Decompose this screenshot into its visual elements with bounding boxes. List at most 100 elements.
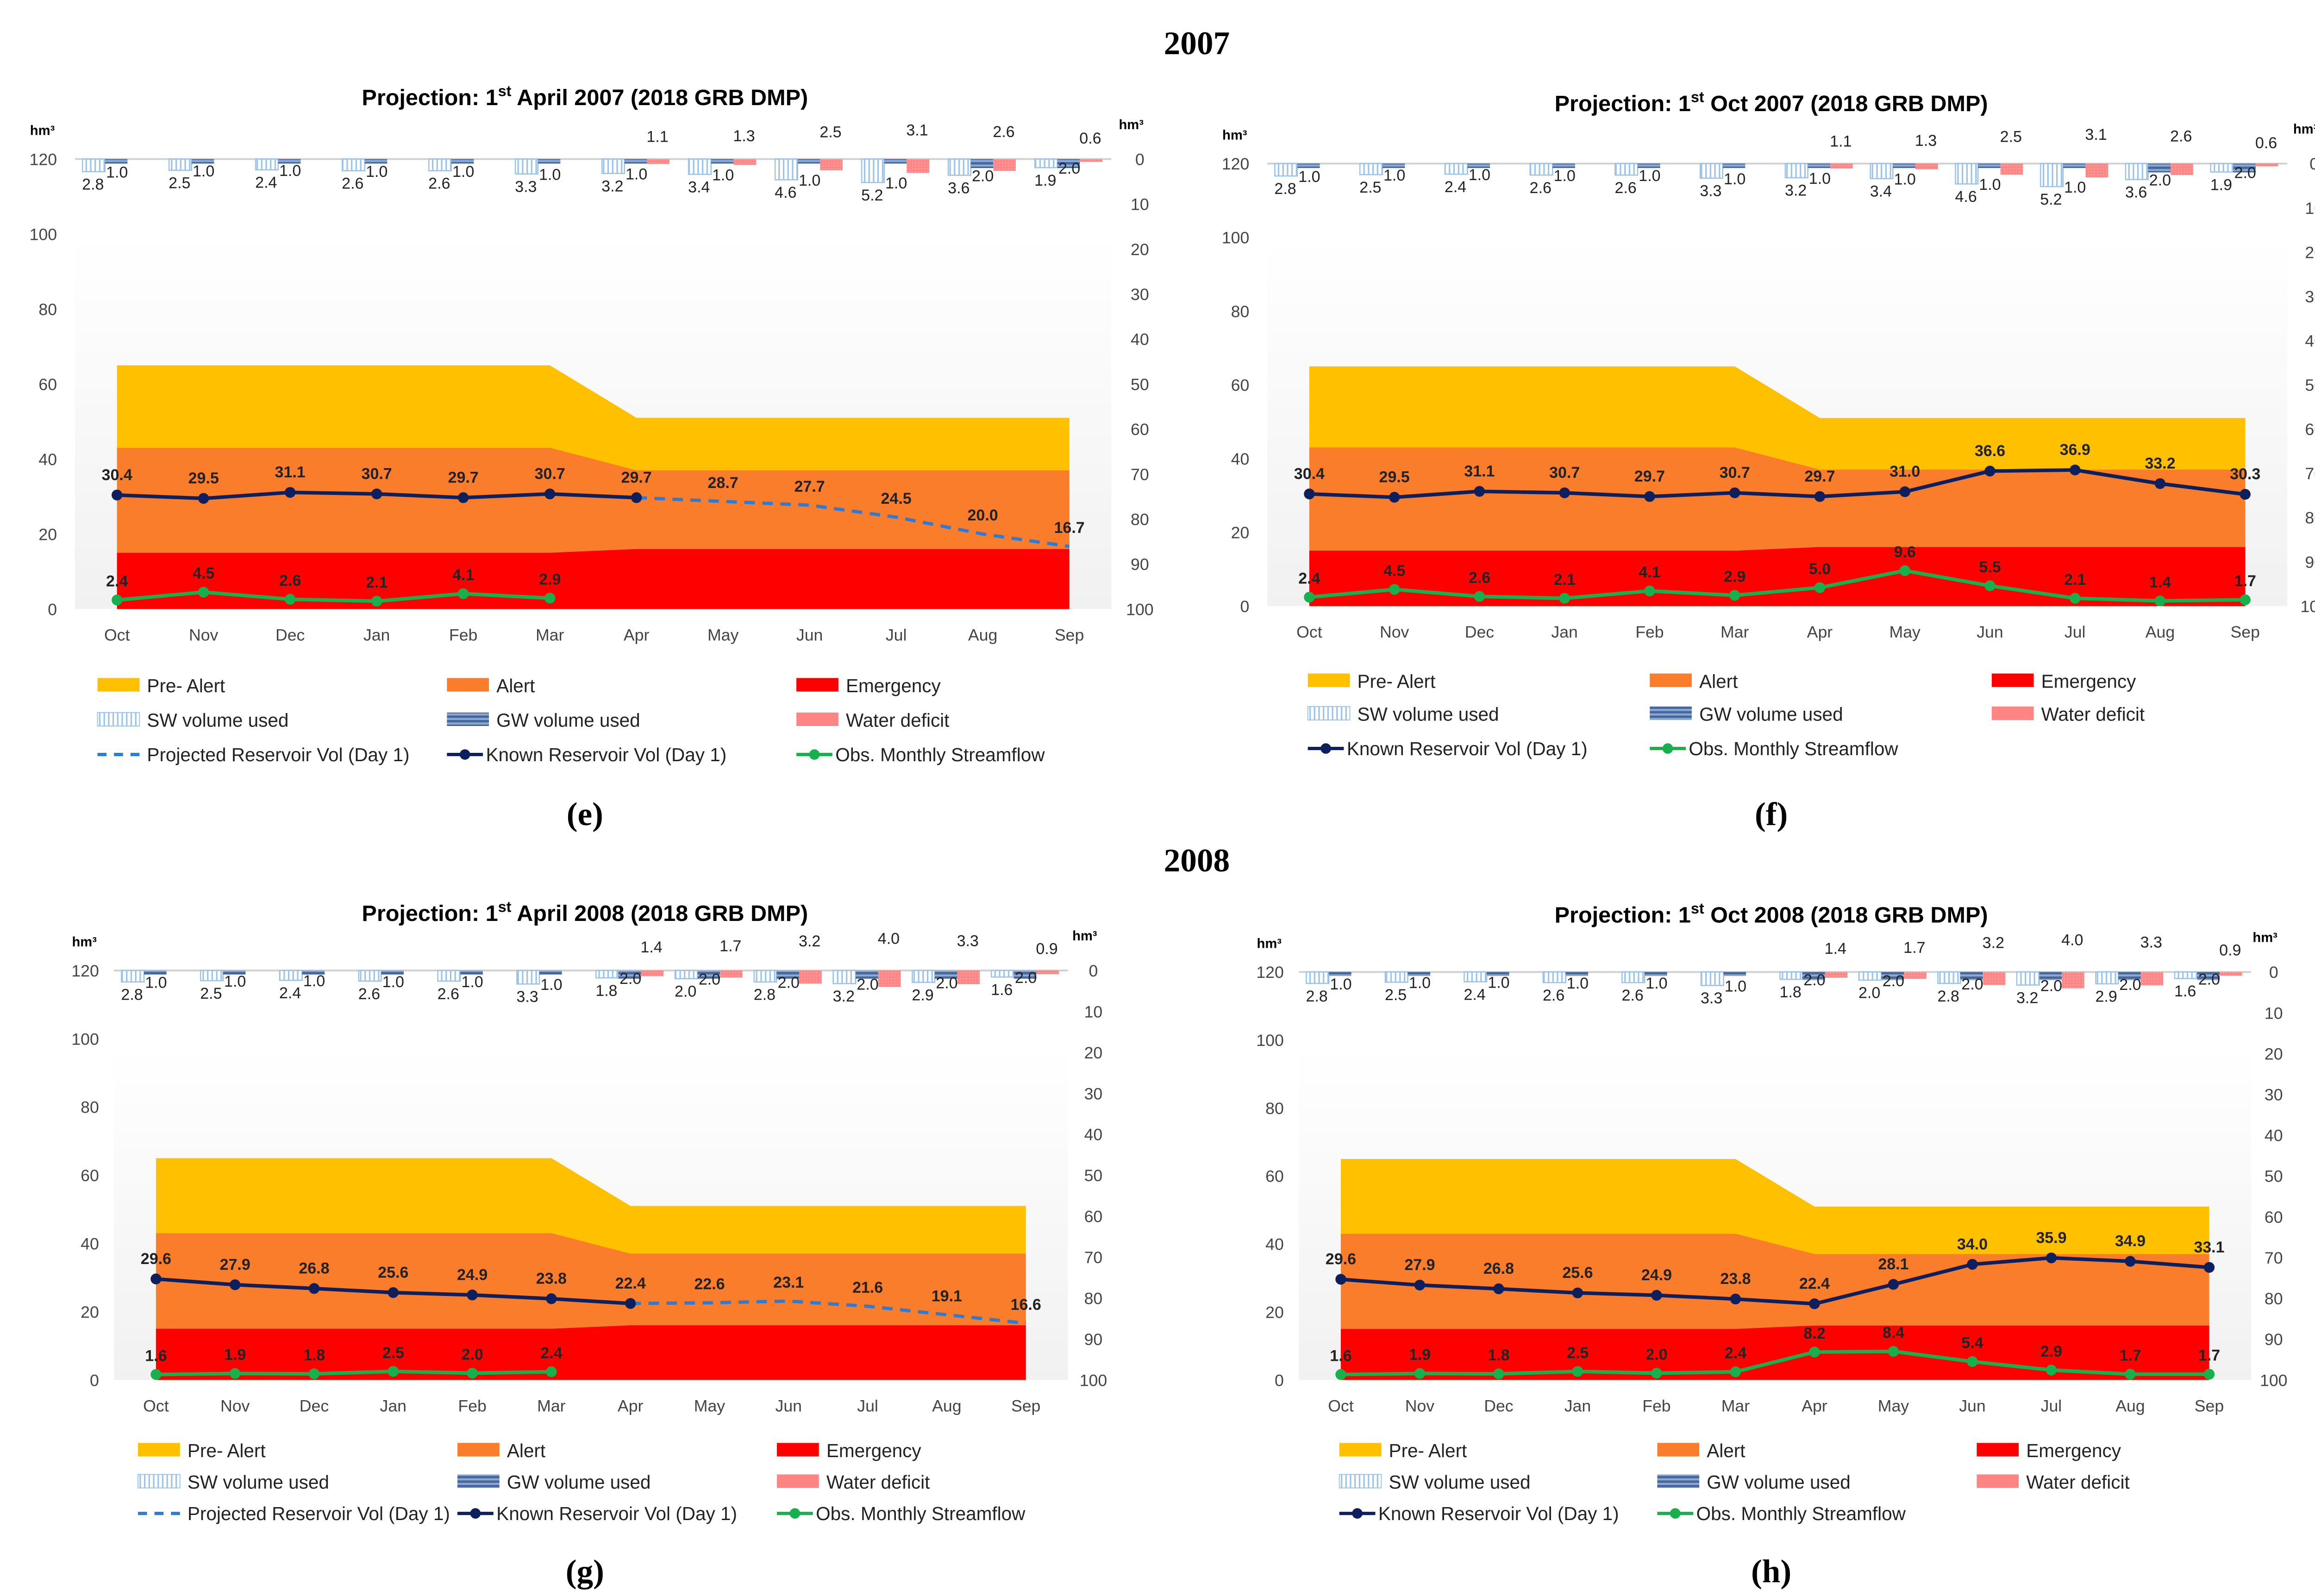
known-reservoir-label: 33.2 <box>2145 455 2175 472</box>
gw-used-bar <box>1723 972 1746 976</box>
title-superscript: st <box>498 83 512 100</box>
sw-used-label: 2.8 <box>1306 988 1327 1005</box>
legend-marker <box>809 749 820 760</box>
known-reservoir-point <box>2125 1256 2136 1267</box>
known-reservoir-point <box>1389 492 1400 503</box>
gw-used-bar <box>451 159 474 164</box>
right-tick-label: 40 <box>2265 1127 2283 1145</box>
known-reservoir-point <box>625 1298 636 1309</box>
streamflow-point <box>1814 582 1826 593</box>
x-tick-label: Oct <box>143 1396 169 1415</box>
projected-reservoir-label: 16.6 <box>1011 1296 1041 1314</box>
x-tick-label: Jun <box>1977 623 2003 641</box>
legend-label: Alert <box>507 1440 545 1461</box>
legend-label: Emergency <box>826 1440 922 1461</box>
sw-used-bar <box>1529 163 1553 176</box>
x-tick-label: Nov <box>1405 1396 1435 1415</box>
sw-used-label: 3.2 <box>1785 182 1807 200</box>
sw-used-label: 2.5 <box>1359 179 1381 196</box>
legend-item: SW volume used <box>97 710 288 731</box>
left-tick-label: 20 <box>38 525 57 544</box>
known-reservoir-label: 26.8 <box>299 1259 329 1277</box>
sw-used-bar <box>279 970 303 981</box>
legend-label: GW volume used <box>1699 704 1843 725</box>
gw-used-bar <box>1382 163 1405 168</box>
known-reservoir-label: 29.6 <box>141 1250 171 1268</box>
chart-g: Projection: 1st April 2008 (2018 GRB DMP… <box>71 899 1107 1590</box>
streamflow-label: 2.5 <box>1567 1344 1589 1362</box>
sw-used-label: 1.8 <box>1779 983 1801 1001</box>
projected-reservoir-line <box>630 1299 1026 1325</box>
x-tick-label: Jun <box>776 1396 802 1415</box>
right-tick-label: 70 <box>1084 1248 1103 1267</box>
x-tick-label: Oct <box>1328 1396 1354 1415</box>
water-deficit-bar <box>733 159 756 165</box>
water-deficit-bar <box>641 970 663 976</box>
right-tick-label: 80 <box>2265 1289 2283 1308</box>
legend-swatch <box>138 1443 180 1457</box>
sw-used-label: 2.8 <box>1937 988 1959 1005</box>
gw-used-bar <box>1057 159 1080 169</box>
title-suffix: Oct 2007 (2018 GRB DMP) <box>1704 91 1988 116</box>
sw-used-bar <box>1937 971 1961 984</box>
water-deficit-label: 3.3 <box>957 932 979 950</box>
x-tick-label: Jan <box>1551 623 1577 641</box>
sw-used-label: 1.9 <box>2210 176 2232 194</box>
right-tick-label: 40 <box>1084 1126 1103 1144</box>
legend-marker <box>470 1508 481 1519</box>
x-tick-label: Mar <box>537 1396 565 1415</box>
known-reservoir-label: 30.7 <box>1549 464 1580 482</box>
left-tick-label: 120 <box>71 962 99 980</box>
right-tick-label: 80 <box>1131 510 1149 529</box>
water-deficit-bar <box>1904 972 1927 979</box>
legend-label: Pre- Alert <box>188 1440 266 1461</box>
title-superscript: st <box>1691 900 1704 917</box>
legend-label: Water deficit <box>2041 704 2145 725</box>
gw-used-bar <box>856 970 878 979</box>
x-tick-label: Mar <box>1721 1396 1750 1415</box>
sw-used-bar <box>1034 158 1058 169</box>
right-tick-label: 10 <box>1084 1002 1103 1021</box>
gw-used-bar <box>1487 972 1509 976</box>
legend-item: Known Reservoir Vol (Day 1) <box>1308 738 1588 759</box>
sw-used-bar <box>861 158 885 183</box>
right-tick-label: 70 <box>1131 465 1149 484</box>
sw-used-label: 2.8 <box>121 986 143 1004</box>
gw-used-bar <box>797 159 820 164</box>
water-deficit-bar <box>1915 163 1938 169</box>
streamflow-label: 2.6 <box>1469 569 1490 587</box>
known-reservoir-point <box>1493 1283 1504 1295</box>
known-reservoir-point <box>457 492 469 503</box>
known-reservoir-label: 30.7 <box>1720 464 1750 482</box>
water-deficit-label: 3.3 <box>2140 934 2162 951</box>
gw-used-bar <box>1881 972 1904 980</box>
water-deficit-label: 2.6 <box>993 123 1014 141</box>
legend-marker <box>1352 1508 1363 1519</box>
x-tick-label: Oct <box>1296 623 1322 641</box>
sw-used-bar <box>2174 971 2198 979</box>
streamflow-point <box>2203 1369 2215 1380</box>
sw-used-bar <box>774 158 799 181</box>
right-tick-label: 0 <box>2309 155 2315 173</box>
legend-swatch <box>97 712 140 726</box>
gw-used-label: 2.0 <box>2040 977 2062 995</box>
legend-label: Obs. Monthly Streamflow <box>835 744 1045 765</box>
gw-used-label: 1.0 <box>1469 166 1490 184</box>
title-superscript: st <box>1691 88 1704 105</box>
known-reservoir-point <box>1814 491 1826 502</box>
x-tick-label: Apr <box>1807 623 1833 641</box>
legend-label: Projected Reservoir Vol (Day 1) <box>188 1503 450 1524</box>
right-tick-label: 60 <box>1131 420 1149 439</box>
legend-item: SW volume used <box>1339 1471 1531 1493</box>
legend-item: Alert <box>1650 670 1738 692</box>
water-deficit-bar <box>1080 159 1102 162</box>
known-reservoir-point <box>2203 1262 2215 1273</box>
sw-used-label: 3.3 <box>1701 989 1722 1007</box>
sw-used-label: 5.2 <box>2040 191 2062 208</box>
sw-used-bar <box>2016 971 2040 986</box>
legend-label: SW volume used <box>1389 1471 1531 1493</box>
streamflow-point <box>1304 592 1315 603</box>
right-tick-label: 50 <box>1084 1166 1103 1185</box>
streamflow-point <box>546 1366 557 1377</box>
gw-used-label: 2.0 <box>2149 172 2171 189</box>
